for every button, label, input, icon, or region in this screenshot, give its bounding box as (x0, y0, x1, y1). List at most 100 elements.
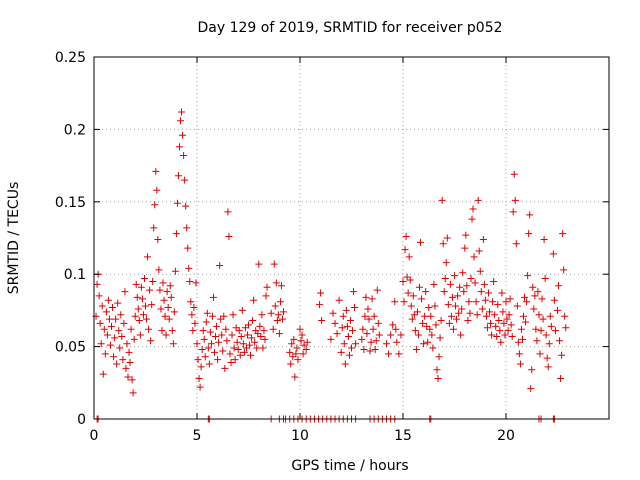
data-point (439, 240, 447, 248)
data-point (513, 302, 521, 310)
data-point (470, 253, 478, 261)
data-point (466, 309, 474, 317)
data-point (391, 298, 399, 306)
data-point (528, 366, 536, 374)
data-point (157, 305, 165, 313)
data-point (207, 340, 215, 348)
data-point (122, 364, 130, 372)
data-point (333, 330, 341, 338)
data-point (274, 311, 282, 319)
data-point (541, 275, 549, 283)
data-point (270, 260, 278, 268)
data-point (261, 335, 269, 343)
data-point (503, 315, 511, 323)
data-point (428, 331, 436, 339)
data-point (481, 296, 489, 304)
data-point (550, 296, 558, 304)
data-point (197, 363, 205, 371)
data-point (203, 309, 211, 317)
data-point (166, 282, 174, 290)
data-point (288, 340, 296, 348)
data-point (454, 292, 462, 300)
data-point (249, 317, 257, 325)
data-point (335, 296, 343, 304)
data-point (317, 289, 325, 297)
data-point (404, 289, 412, 297)
data-point (254, 330, 262, 338)
data-point (352, 340, 360, 348)
data-point (237, 332, 245, 340)
data-point (465, 298, 473, 306)
data-point (516, 360, 524, 368)
data-point (451, 272, 458, 280)
data-point (442, 259, 450, 267)
x-tick-label: 5 (193, 428, 202, 444)
data-point (127, 325, 135, 333)
data-point (173, 199, 181, 207)
data-point (436, 334, 444, 342)
data-point (507, 321, 515, 329)
data-point (486, 308, 494, 316)
data-point (483, 324, 491, 332)
data-point (440, 288, 448, 296)
data-point (276, 298, 284, 306)
data-point (420, 340, 428, 348)
data-point (303, 338, 311, 346)
y-tick-label: 0 (77, 412, 86, 428)
data-point (434, 374, 442, 382)
data-point (544, 363, 552, 371)
data-point (114, 299, 122, 307)
data-point (375, 331, 383, 339)
data-point (183, 224, 191, 232)
data-point (455, 309, 463, 317)
data-point (412, 345, 420, 353)
data-point (344, 332, 352, 340)
data-point (296, 325, 304, 333)
data-point (539, 315, 547, 323)
data-point (293, 344, 301, 352)
data-point (162, 331, 170, 339)
data-point (205, 360, 213, 368)
data-point (527, 385, 535, 393)
data-point (441, 275, 449, 283)
data-point (403, 273, 411, 281)
data-point (255, 260, 263, 268)
data-point (329, 309, 337, 317)
data-point (140, 275, 148, 283)
data-point (272, 279, 280, 287)
data-point (400, 298, 408, 306)
data-point (362, 293, 370, 301)
data-point (238, 306, 246, 314)
data-point (177, 117, 185, 125)
data-point (199, 327, 207, 335)
data-point (468, 215, 476, 223)
data-point (217, 315, 225, 323)
data-point (555, 282, 563, 290)
data-point (345, 351, 353, 359)
data-point (271, 302, 279, 310)
data-point (179, 131, 187, 139)
data-point (526, 211, 534, 219)
data-point (289, 353, 297, 361)
data-point (93, 280, 101, 288)
data-point (520, 312, 528, 320)
data-point (509, 208, 517, 216)
data-point (112, 315, 120, 323)
data-point (108, 322, 116, 330)
x-axis-label: GPS time / hours (291, 458, 408, 474)
data-point (186, 277, 194, 285)
data-point (231, 356, 239, 364)
data-point (459, 269, 467, 277)
data-point (523, 298, 531, 306)
data-point (251, 338, 259, 346)
data-point (506, 295, 514, 303)
data-point (124, 373, 132, 381)
data-point (234, 345, 242, 353)
data-point (159, 279, 167, 287)
data-point (540, 235, 548, 243)
data-point (204, 344, 212, 352)
data-point (117, 311, 125, 319)
data-point (501, 331, 509, 339)
data-point (202, 318, 210, 326)
data-point (429, 344, 437, 352)
